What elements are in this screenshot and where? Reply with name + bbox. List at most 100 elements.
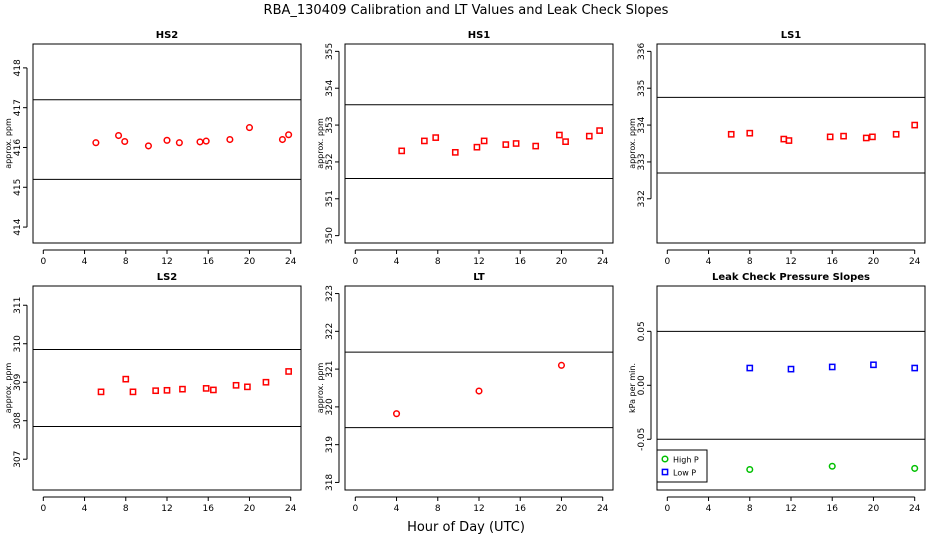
x-tick-label: 8 xyxy=(435,504,441,514)
data-point xyxy=(285,368,292,375)
x-tick-label: 0 xyxy=(664,257,670,267)
y-axis-label: approx. ppm xyxy=(316,118,325,169)
y-tick-label: 353 xyxy=(325,116,335,133)
data-point xyxy=(163,136,171,144)
y-tick-label: 352 xyxy=(325,153,335,170)
panel-2: HS1 0 4 8 12 16 20 24 350 351 352 353 354 355 approx. … xyxy=(316,30,614,267)
data-point xyxy=(92,139,100,147)
data-point xyxy=(245,124,254,132)
data-point xyxy=(532,142,540,150)
data-point xyxy=(285,131,293,139)
x-tick-label: 4 xyxy=(706,504,712,514)
x-tick-label: 20 xyxy=(244,504,256,514)
data-point xyxy=(210,386,217,394)
x-tick-label: 16 xyxy=(827,257,839,267)
y-axis-label: approx. ppm xyxy=(4,363,13,414)
data-point xyxy=(911,121,919,129)
series-1 xyxy=(97,368,292,396)
x-tick-label: 20 xyxy=(868,504,880,514)
y-tick-label: 355 xyxy=(325,43,335,60)
series-1 xyxy=(727,121,919,144)
y-axis: 307 308 309 310 311 approx. ppm xyxy=(4,297,28,468)
x-tick-label: 12 xyxy=(785,257,796,267)
data-point xyxy=(226,135,234,144)
data-point xyxy=(785,137,793,144)
x-tick-label: 4 xyxy=(706,257,712,267)
data-point xyxy=(512,140,520,147)
y-tick-label: 320 xyxy=(325,398,335,415)
y-tick-label: 322 xyxy=(325,323,335,340)
y-tick-label: 318 xyxy=(325,474,335,491)
legend-label: Low P xyxy=(673,469,696,478)
y-tick-label: 0.05 xyxy=(637,321,647,341)
data-point xyxy=(163,386,171,394)
y-tick-label: 417 xyxy=(13,99,23,116)
data-point xyxy=(869,133,876,141)
x-tick-label: 24 xyxy=(285,504,297,514)
data-point xyxy=(175,139,183,147)
data-point xyxy=(262,378,270,386)
x-tick-label: 0 xyxy=(40,257,46,267)
panel-1: HS2 0 4 8 12 16 20 24 414 415 416 417 418 approx. ppm xyxy=(4,30,302,267)
panel-3: LS1 0 4 8 12 16 20 24 332 333 334 335 336 approx. ppm xyxy=(628,30,926,267)
data-point xyxy=(911,464,919,472)
data-point xyxy=(196,138,204,146)
data-point xyxy=(826,133,834,141)
data-point xyxy=(892,130,900,138)
data-point xyxy=(746,129,754,137)
y-tick-label: 416 xyxy=(13,139,23,156)
x-tick-label: 16 xyxy=(515,504,527,514)
x-tick-label: 24 xyxy=(597,257,609,267)
legend-marker xyxy=(661,468,669,476)
x-tick-label: 0 xyxy=(40,504,46,514)
panel-title: LS2 xyxy=(157,272,178,283)
panel-title: HS2 xyxy=(156,30,179,41)
x-tick-label: 16 xyxy=(203,504,215,514)
data-point xyxy=(556,131,563,139)
data-point xyxy=(432,134,440,141)
panel-title: LS1 xyxy=(781,30,802,41)
x-axis: 0 4 8 12 16 20 24 xyxy=(664,249,921,267)
data-point xyxy=(746,465,754,474)
x-axis: 0 4 8 12 16 20 24 xyxy=(664,496,921,514)
data-point xyxy=(115,131,123,140)
x-tick-label: 8 xyxy=(747,504,753,514)
y-axis: 332 333 334 335 336 approx. ppm xyxy=(628,43,652,207)
data-point xyxy=(787,365,795,373)
y-tick-label: 418 xyxy=(13,59,23,76)
data-point xyxy=(911,364,919,372)
data-point xyxy=(828,462,836,470)
x-tick-label: 8 xyxy=(123,504,129,514)
panel-4: LS2 0 4 8 12 16 20 24 307 308 309 310 311 approx. ppm xyxy=(4,272,302,514)
panel-title: HS1 xyxy=(468,30,491,41)
panel-5: LT 0 4 8 12 16 20 24 318 319 320 321 322 323 approx. p… xyxy=(316,272,614,514)
data-point xyxy=(475,387,483,395)
plot-frame xyxy=(656,285,926,491)
y-tick-label: 311 xyxy=(13,297,23,314)
panel-title: LT xyxy=(473,272,485,283)
data-point xyxy=(122,375,130,383)
series-1 xyxy=(92,124,293,150)
data-point xyxy=(562,138,569,146)
x-tick-label: 0 xyxy=(352,504,358,514)
y-axis: 414 415 416 417 418 approx. ppm xyxy=(4,59,28,236)
x-tick-label: 8 xyxy=(123,257,129,267)
legend: High P Low P xyxy=(656,449,708,483)
data-point xyxy=(585,132,593,140)
data-point xyxy=(97,388,105,396)
data-point xyxy=(421,137,428,145)
y-tick-label: 414 xyxy=(13,218,23,235)
data-point xyxy=(278,135,286,144)
data-point xyxy=(232,381,240,389)
legend-box xyxy=(656,449,708,483)
x-tick-label: 12 xyxy=(785,504,796,514)
plot-frame xyxy=(32,285,302,491)
panel-title: Leak Check Pressure Slopes xyxy=(712,272,870,283)
data-point xyxy=(557,361,566,369)
x-tick-label: 12 xyxy=(161,504,172,514)
y-axis: -0.05 0.00 0.05 kPa per min. xyxy=(628,321,652,451)
x-tick-label: 12 xyxy=(473,504,484,514)
x-tick-label: 20 xyxy=(244,257,256,267)
